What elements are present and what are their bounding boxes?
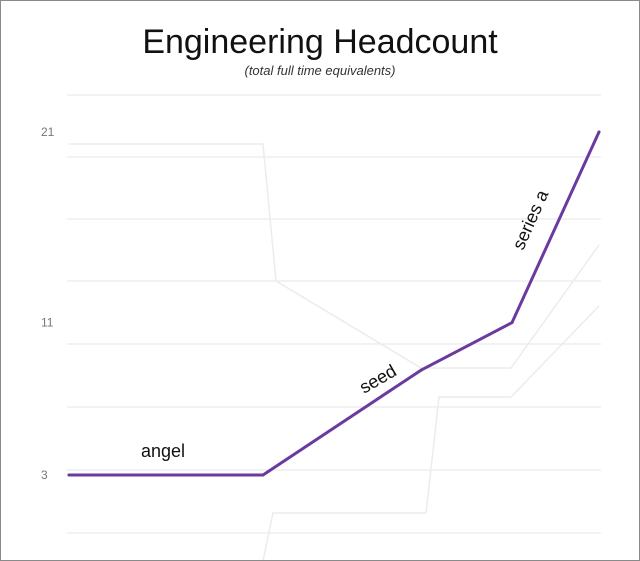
data-point <box>510 321 514 325</box>
y-tick-label: 11 <box>41 316 54 330</box>
data-point <box>67 473 71 477</box>
faint-line-2 <box>262 305 600 560</box>
gridlines <box>67 94 601 534</box>
y-axis-ticks: 3 11 21 <box>41 125 55 482</box>
headcount-line <box>67 130 601 477</box>
chart-title: Engineering Headcount <box>142 23 498 61</box>
data-point <box>419 368 423 372</box>
chart-subtitle: (total full time equivalents) <box>244 63 396 78</box>
faint-line-1 <box>69 143 600 369</box>
y-tick-label: 3 <box>41 468 48 482</box>
annotation-label: angel <box>141 441 185 461</box>
annotation-label: seed <box>356 361 400 398</box>
y-tick-label: 21 <box>41 125 55 139</box>
faint-background-lines <box>69 143 600 560</box>
data-point <box>597 130 601 134</box>
data-points <box>67 130 601 477</box>
data-point <box>261 473 265 477</box>
